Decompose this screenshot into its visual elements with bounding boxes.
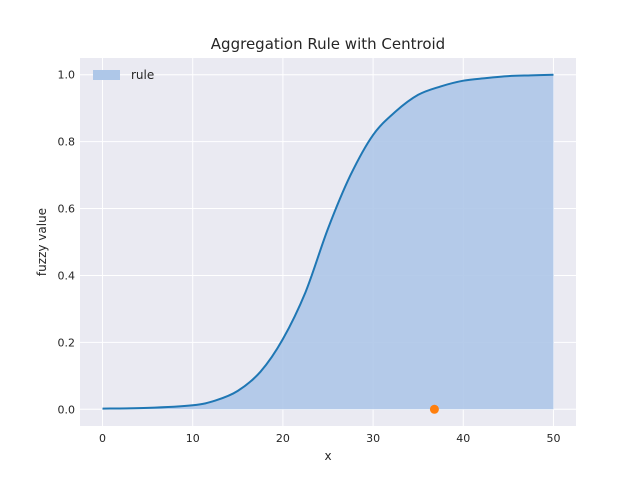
legend-label-rule: rule [131, 68, 154, 82]
x-tick-label: 30 [366, 432, 380, 445]
y-tick-label: 0.0 [58, 403, 76, 416]
x-tick-label: 0 [99, 432, 106, 445]
y-tick-label: 1.0 [58, 69, 76, 82]
x-tick-label: 20 [276, 432, 290, 445]
y-tick-label: 0.8 [58, 136, 76, 149]
y-axis-label: fuzzy value [35, 208, 49, 276]
x-axis-label: x [324, 449, 331, 463]
y-tick-label: 0.2 [58, 336, 76, 349]
y-tick-label: 0.6 [58, 203, 76, 216]
legend: rule [93, 68, 154, 82]
y-tick-label: 0.4 [58, 269, 76, 282]
line-rule [102, 73, 554, 410]
series-layer [102, 73, 554, 414]
area-fill-rule [102, 74, 554, 410]
x-tick-label: 50 [546, 432, 560, 445]
x-tick-label: 10 [186, 432, 200, 445]
centroid-point [429, 404, 439, 414]
legend-swatch-rule [93, 70, 120, 80]
chart-title: Aggregation Rule with Centroid [211, 35, 445, 53]
tick-labels: 0 10 20 30 40 50 0.0 0.2 0.4 0.6 0.8 1.0 [58, 69, 561, 445]
x-tick-label: 40 [456, 432, 470, 445]
